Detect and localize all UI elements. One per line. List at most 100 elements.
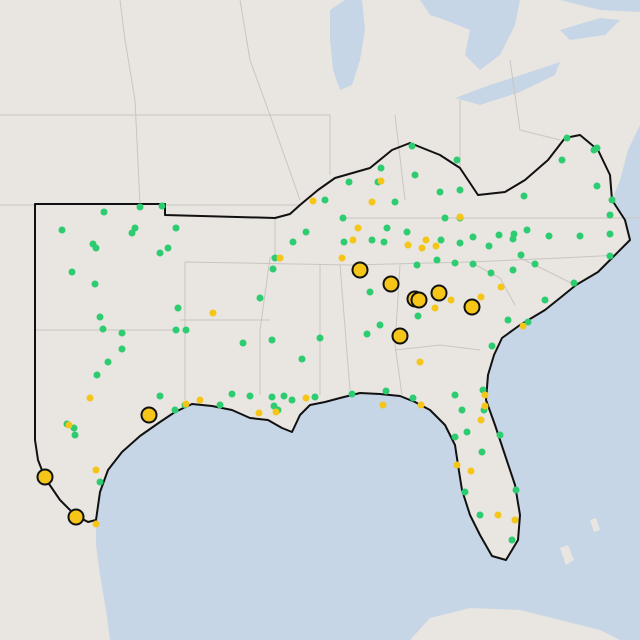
site-marker [376,321,384,329]
island [560,518,600,565]
site-marker [302,394,310,402]
site-marker [302,228,310,236]
site-marker [469,260,477,268]
site-marker [246,392,254,400]
site-marker [349,236,357,244]
site-marker [382,387,390,395]
site-marker [172,224,180,232]
site-marker [488,342,496,350]
site-marker [422,236,430,244]
site-marker [432,242,440,250]
site-marker [496,431,504,439]
site-marker [467,467,475,475]
site-marker [216,401,224,409]
site-marker [509,266,517,274]
major-site-marker [391,327,409,345]
site-marker [271,254,279,262]
site-marker [497,283,505,291]
site-marker [174,304,182,312]
site-marker [451,391,459,399]
lake [560,18,620,40]
site-marker [118,345,126,353]
site-marker [136,203,144,211]
site-marker [340,238,348,246]
site-marker [576,232,584,240]
site-marker [523,226,531,234]
site-marker [517,251,525,259]
site-marker [380,238,388,246]
site-marker [86,394,94,402]
site-marker [494,511,502,519]
site-marker [487,269,495,277]
major-site-marker [36,468,54,486]
site-marker [391,198,399,206]
lake [455,62,560,105]
site-marker [338,254,346,262]
major-site-marker [351,261,369,279]
major-site-marker [430,284,448,302]
site-marker [309,197,317,205]
site-marker [416,358,424,366]
site-marker [71,431,79,439]
site-marker [379,401,387,409]
site-marker [239,339,247,347]
site-marker [321,196,329,204]
site-marker [608,196,616,204]
site-marker [268,393,276,401]
site-marker [437,236,445,244]
site-marker [156,249,164,257]
major-site-marker [463,298,481,316]
site-marker [366,288,374,296]
site-marker [451,433,459,441]
site-marker [511,516,519,524]
site-marker [383,224,391,232]
ocean [96,125,640,640]
site-marker [570,279,578,287]
site-marker [441,214,449,222]
site-marker [196,396,204,404]
site-marker [456,239,464,247]
site-marker [409,394,417,402]
site-marker [280,392,288,400]
site-marker [431,304,439,312]
site-marker [458,406,466,414]
site-marker [269,265,277,273]
site-marker [590,146,598,154]
site-marker [65,421,73,429]
site-marker [451,259,459,267]
site-marker [68,268,76,276]
site-marker [563,134,571,142]
site-marker [476,511,484,519]
site-marker [408,142,416,150]
site-marker [99,325,107,333]
site-marker [209,309,217,317]
site-marker [504,316,512,324]
major-site-marker [382,275,400,293]
site-marker [453,461,461,469]
site-marker [182,400,190,408]
site-marker [354,224,362,232]
site-marker [368,236,376,244]
site-marker [447,296,455,304]
site-marker [316,334,324,342]
site-marker [92,520,100,528]
site-marker [158,202,166,210]
site-marker [345,178,353,186]
site-marker [453,156,461,164]
site-marker [477,293,485,301]
site-marker [164,244,172,252]
lake [330,0,365,90]
site-marker [541,296,549,304]
site-marker [311,393,319,401]
site-marker [131,224,139,232]
site-marker [289,238,297,246]
site-marker [93,371,101,379]
site-marker [436,188,444,196]
site-marker [404,241,412,249]
site-marker [606,211,614,219]
site-marker [118,329,126,337]
major-site-marker [67,508,85,526]
site-marker [92,244,100,252]
